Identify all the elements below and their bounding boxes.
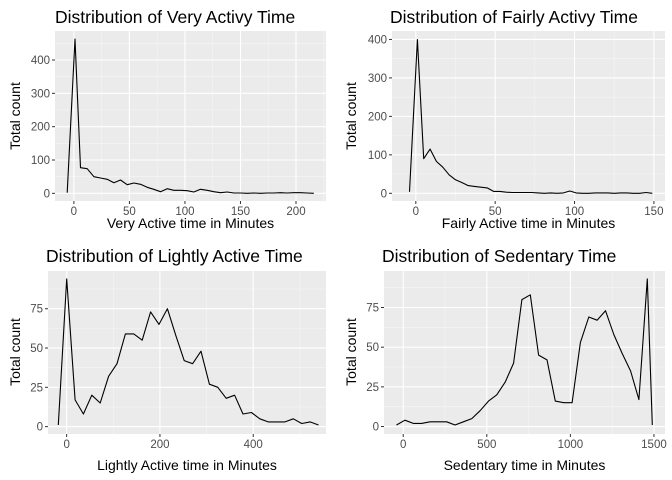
y-tick-label: 75	[366, 303, 379, 315]
x-tick-label: 100	[175, 206, 194, 218]
x-axis-label: Fairly Active time in Minutes	[442, 215, 616, 231]
x-tick-label: 150	[231, 206, 250, 218]
y-axis-label: Total count	[343, 318, 359, 386]
y-tick-label: 50	[30, 343, 43, 355]
y-tick-label: 200	[31, 122, 50, 134]
x-axis-label: Lightly Active time in Minutes	[97, 457, 277, 473]
y-tick-label: 0	[44, 188, 50, 200]
chart-sedentary: 0 500 1000 1500 0 25 50 75 Distribution of Sede…	[343, 246, 667, 473]
y-tick-label: 0	[381, 188, 387, 200]
series-polyline	[57, 278, 319, 426]
x-tick-label: 1500	[641, 439, 667, 451]
x-tick-label: 50	[123, 206, 136, 218]
chart-title: Distribution of Fairly Activy Time	[390, 7, 638, 27]
chart-title: Distribution of Lightly Active Time	[46, 246, 303, 266]
gridlines	[384, 271, 665, 434]
plot-panel	[384, 271, 665, 434]
tick-labels: 0 50 100 150 200 0 100 200 300 400	[31, 55, 306, 218]
y-tick-label: 200	[368, 111, 387, 123]
chart-title: Distribution of Very Activy Time	[55, 7, 295, 27]
x-tick-label: 200	[150, 439, 169, 451]
x-axis-label: Very Active time in Minutes	[107, 215, 274, 231]
tick-labels: 0 200 400 0 25 50 75	[30, 304, 263, 451]
y-tick-label: 100	[31, 155, 50, 167]
x-tick-label: 50	[489, 206, 502, 218]
y-tick-label: 0	[37, 422, 43, 434]
y-tick-label: 25	[366, 382, 379, 394]
y-axis-label: Total count	[7, 82, 23, 150]
series-polyline	[396, 278, 653, 426]
y-tick-label: 300	[31, 88, 50, 100]
y-tick-label: 0	[373, 422, 379, 434]
x-tick-label: 0	[413, 206, 419, 218]
series-line	[408, 38, 653, 194]
y-axis-label: Total count	[7, 318, 23, 386]
y-axis-label: Total count	[343, 82, 359, 150]
x-tick-label: 400	[244, 439, 263, 451]
series-line	[396, 278, 653, 426]
x-tick-label: 0	[71, 206, 77, 218]
plot-panel	[55, 31, 326, 201]
x-axis-label: Sedentary time in Minutes	[444, 457, 606, 473]
gridlines	[48, 271, 326, 434]
chart-title: Distribution of Sedentary Time	[382, 246, 616, 266]
y-tick-label: 400	[368, 34, 387, 46]
x-tick-label: 0	[63, 439, 69, 451]
y-tick-label: 50	[366, 342, 379, 354]
plot-panel	[48, 271, 326, 434]
y-tick-label: 400	[31, 55, 50, 67]
x-tick-label: 1000	[558, 439, 584, 451]
series-polyline	[408, 38, 653, 194]
tick-labels: 0 50 100 150 0 100 200 300 400	[368, 34, 664, 218]
x-tick-label: 200	[286, 206, 305, 218]
x-tick-label: 500	[477, 439, 496, 451]
x-tick-label: 100	[565, 206, 584, 218]
series-polyline	[66, 38, 314, 194]
series-line	[66, 38, 314, 194]
y-tick-label: 300	[368, 73, 387, 85]
x-tick-label: 0	[400, 439, 406, 451]
chart-very-active: 0 50 100 150 200 0 100 200 300 400 Distribution o…	[7, 7, 326, 231]
tick-labels: 0 500 1000 1500 0 25 50 75	[366, 303, 667, 451]
y-tick-label: 75	[30, 304, 43, 316]
y-tick-label: 100	[368, 150, 387, 162]
series-line	[57, 278, 319, 426]
chart-fairly-active: 0 50 100 150 0 100 200 300 400 Distribution of F…	[343, 7, 665, 231]
chart-lightly-active: 0 200 400 0 25 50 75 Distribution of Lightly A…	[7, 246, 326, 473]
x-tick-label: 150	[644, 206, 663, 218]
y-tick-label: 25	[30, 382, 43, 394]
